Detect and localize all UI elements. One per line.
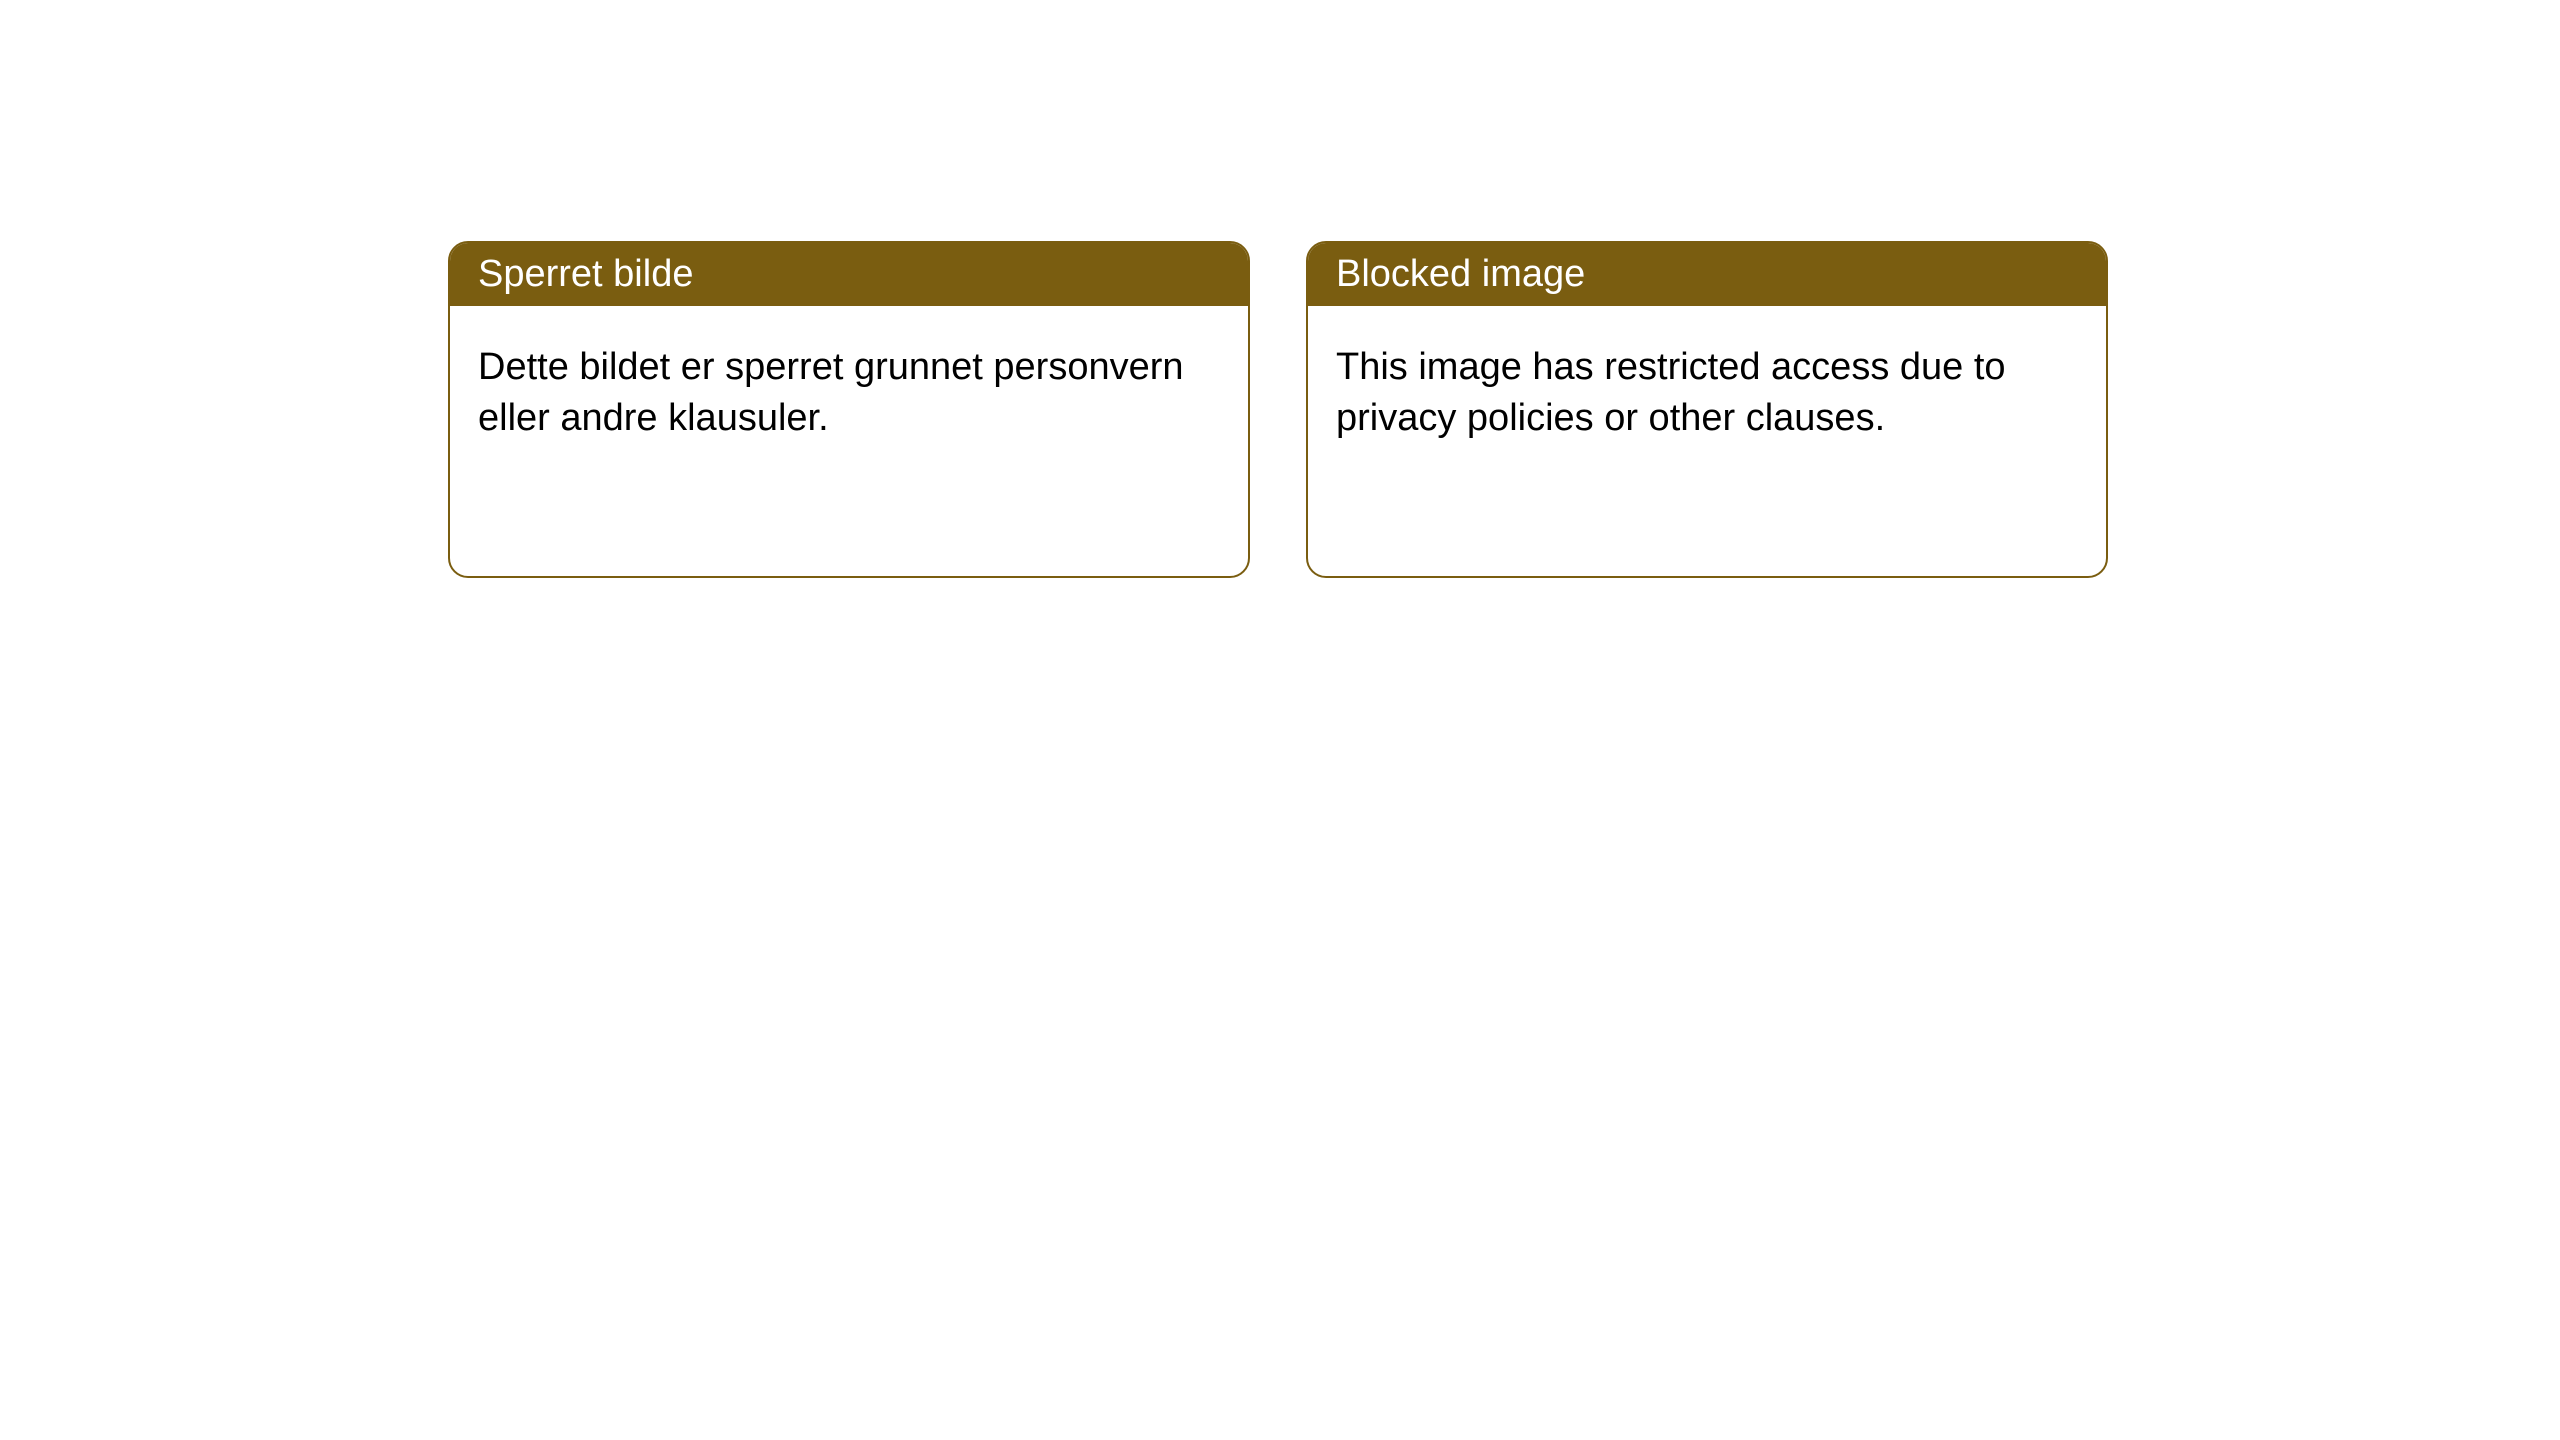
notice-body-english: This image has restricted access due to … xyxy=(1308,306,2106,481)
notice-card-norwegian: Sperret bilde Dette bildet er sperret gr… xyxy=(448,241,1250,578)
notice-header-norwegian: Sperret bilde xyxy=(450,243,1248,306)
notice-header-english: Blocked image xyxy=(1308,243,2106,306)
notice-card-english: Blocked image This image has restricted … xyxy=(1306,241,2108,578)
notice-body-norwegian: Dette bildet er sperret grunnet personve… xyxy=(450,306,1248,481)
notice-container: Sperret bilde Dette bildet er sperret gr… xyxy=(448,241,2108,578)
